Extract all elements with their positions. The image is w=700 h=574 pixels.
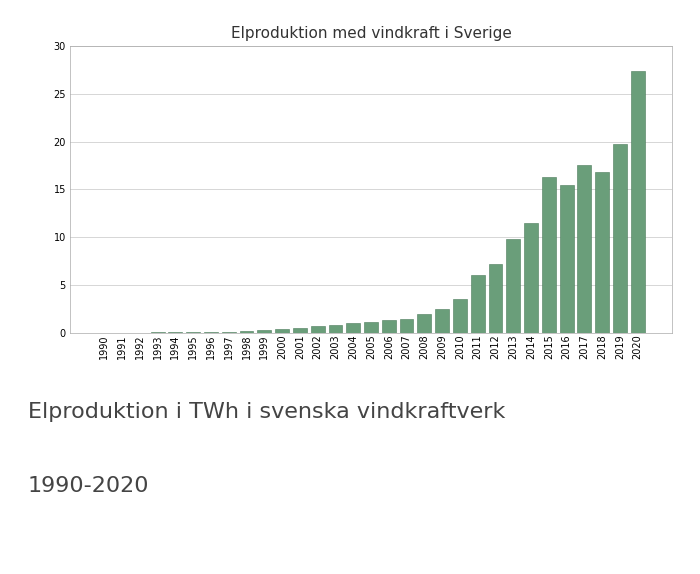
Bar xyxy=(328,325,342,333)
Bar xyxy=(524,223,538,333)
Bar xyxy=(400,319,414,333)
Bar xyxy=(186,332,200,333)
Bar xyxy=(364,323,378,333)
Bar xyxy=(613,144,627,333)
Bar xyxy=(169,332,183,333)
Bar xyxy=(239,332,253,333)
Bar xyxy=(382,320,395,333)
Bar xyxy=(470,274,484,333)
Bar xyxy=(222,332,236,333)
Bar xyxy=(435,309,449,333)
Bar xyxy=(258,330,272,333)
Bar xyxy=(631,71,645,333)
Bar xyxy=(275,328,289,333)
Bar xyxy=(453,300,467,333)
Bar xyxy=(559,185,573,333)
Bar xyxy=(506,239,520,333)
Bar xyxy=(595,172,609,333)
Bar xyxy=(489,264,503,333)
Bar xyxy=(204,332,218,333)
Text: Elproduktion i TWh i svenska vindkraftverk: Elproduktion i TWh i svenska vindkraftve… xyxy=(28,402,505,422)
Bar xyxy=(542,177,556,333)
Title: Elproduktion med vindkraft i Sverige: Elproduktion med vindkraft i Sverige xyxy=(230,26,512,41)
Bar xyxy=(578,165,592,333)
Bar xyxy=(311,326,325,333)
Bar xyxy=(346,323,360,333)
Bar xyxy=(293,328,307,333)
Text: 1990-2020: 1990-2020 xyxy=(28,476,150,497)
Bar xyxy=(417,314,431,333)
